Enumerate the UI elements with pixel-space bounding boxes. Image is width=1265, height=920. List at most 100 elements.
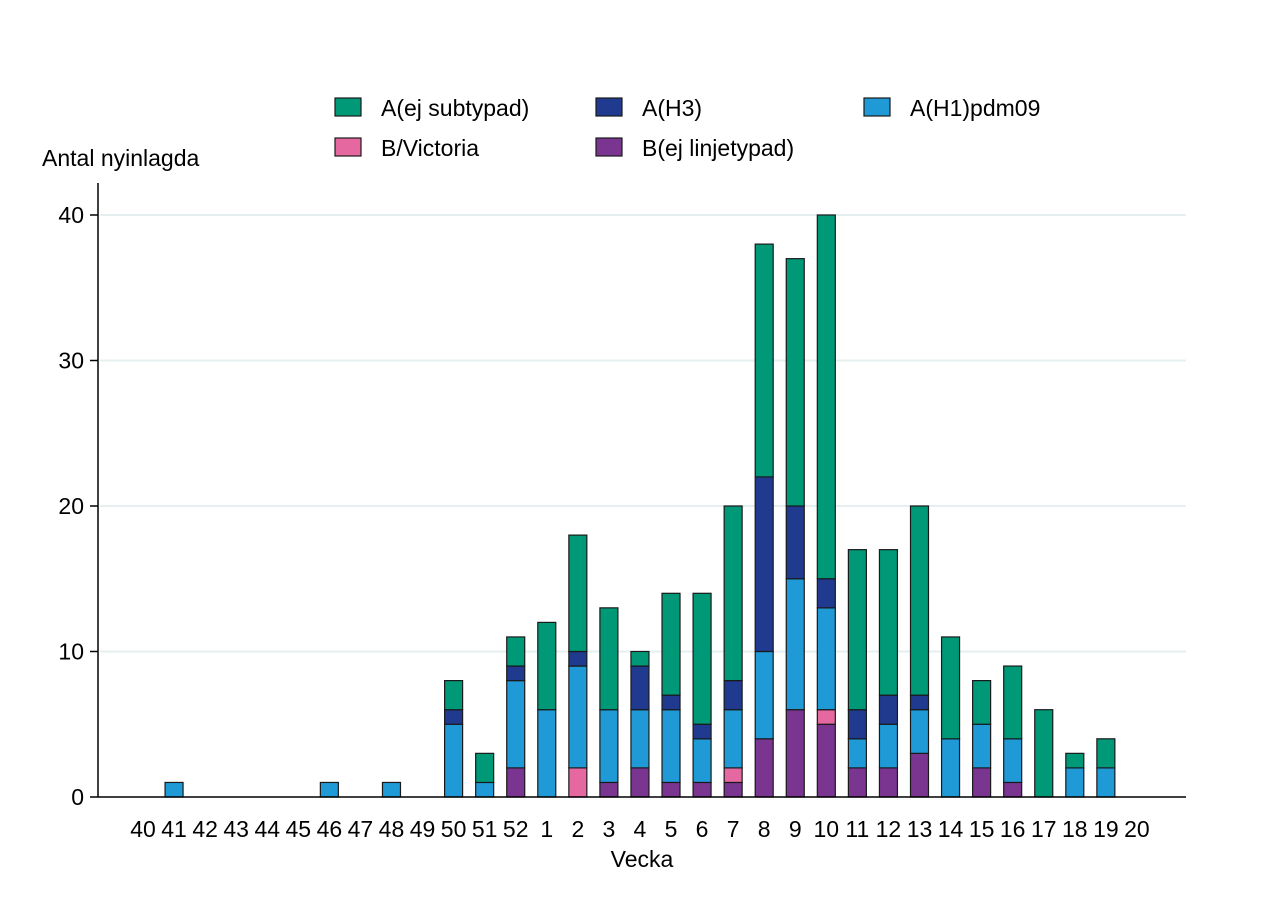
x-tick-label: 1	[540, 816, 553, 842]
x-tick-label: 40	[130, 816, 156, 842]
bar-segment	[444, 679, 464, 711]
y-tick-label: 10	[58, 639, 84, 665]
x-tick-label: 49	[410, 816, 436, 842]
x-tick-label: 6	[696, 816, 709, 842]
x-tick-label: 41	[161, 816, 187, 842]
bar-segment	[692, 781, 712, 798]
bar-segment	[381, 781, 402, 798]
x-tick-label: 10	[814, 816, 840, 842]
bar-segment	[816, 578, 836, 609]
bar-segment	[909, 752, 930, 798]
x-tick-label: 20	[1124, 816, 1150, 842]
x-tick-label: 48	[379, 816, 405, 842]
bar-segment	[785, 578, 805, 711]
bar-segment	[506, 679, 526, 769]
bar-segment	[599, 607, 619, 711]
x-tick-label: 2	[571, 816, 584, 842]
bar-segment	[785, 258, 805, 507]
bar-segment	[1096, 767, 1116, 798]
bar-segment	[630, 709, 650, 769]
bar-segment	[568, 767, 588, 798]
bar-segment	[444, 709, 464, 725]
legend: A(ej subtypad) A(H3) A(H1)pdm09 B/Victoria B…	[334, 95, 1040, 161]
bar-segment	[940, 636, 961, 740]
bar-segment	[816, 709, 836, 725]
bar-segment	[878, 549, 899, 696]
bar-segment	[1003, 781, 1023, 798]
x-tick-label: 42	[192, 816, 218, 842]
x-tick-label: 7	[727, 816, 740, 842]
legend-label: B(ej linjetypad)	[642, 135, 794, 161]
bar-segment	[568, 650, 588, 667]
bar-segment	[506, 636, 526, 667]
bar-segment	[692, 592, 712, 725]
x-tick-label: 5	[665, 816, 678, 842]
y-tick-label: 20	[58, 493, 84, 519]
x-tick-label: 4	[634, 816, 647, 842]
legend-label: A(ej subtypad)	[381, 95, 529, 121]
legend-swatch	[863, 97, 891, 117]
bar-segment	[847, 709, 867, 740]
x-tick-label: 12	[876, 816, 902, 842]
bars	[164, 214, 1116, 798]
bar-segment	[816, 723, 836, 798]
y-tick-label: 30	[58, 348, 84, 374]
x-tick-label: 43	[223, 816, 249, 842]
x-tick-label: 44	[254, 816, 280, 842]
bar-segment	[1096, 738, 1116, 769]
bar-segment	[692, 723, 712, 740]
y-tick-label: 0	[71, 784, 84, 810]
bar-segment	[692, 738, 712, 784]
bar-segment	[754, 476, 774, 653]
bar-segment	[972, 723, 992, 769]
bar-segment	[1003, 738, 1023, 784]
bar-segment	[661, 709, 681, 784]
bar-segment	[909, 694, 930, 711]
bar-segment	[785, 505, 805, 580]
x-tick-label: 16	[1000, 816, 1026, 842]
bar-segment	[599, 709, 619, 784]
x-tick-label: 47	[348, 816, 374, 842]
x-tick-label: 50	[441, 816, 467, 842]
bar-segment	[723, 709, 743, 769]
x-tick-label: 8	[758, 816, 771, 842]
bar-segment	[723, 505, 743, 682]
bar-segment	[1065, 752, 1085, 769]
bar-segment	[444, 723, 464, 798]
bar-segment	[630, 767, 650, 798]
y-axis-label: Antal nyinlagda	[42, 145, 199, 171]
bar-segment	[816, 607, 836, 711]
x-tick-label: 11	[845, 816, 869, 842]
bar-segment	[568, 534, 588, 653]
legend-swatch	[595, 97, 623, 117]
legend-swatch	[334, 97, 362, 117]
bar-segment	[878, 694, 899, 725]
bar-segment	[909, 709, 930, 754]
bar-segment	[661, 592, 681, 696]
y-tick-label: 40	[58, 202, 84, 228]
bar-segment	[847, 738, 867, 769]
bar-segment	[319, 781, 339, 798]
bar-segment	[940, 738, 961, 798]
bar-segment	[475, 752, 495, 784]
legend-label: A(H3)	[642, 95, 702, 121]
legend-label: B/Victoria	[381, 135, 479, 161]
bar-segment	[1003, 665, 1023, 740]
bar-segment	[164, 781, 184, 798]
bar-segment	[909, 505, 930, 696]
bar-segment	[847, 767, 867, 798]
x-tick-label: 15	[969, 816, 995, 842]
bar-segment	[878, 723, 899, 769]
bar-segment	[754, 650, 774, 740]
legend-label: A(H1)pdm09	[910, 95, 1040, 121]
x-tick-label: 19	[1093, 816, 1119, 842]
legend-swatch	[595, 137, 623, 157]
bar-segment	[878, 767, 899, 798]
x-tick-label: 51	[472, 816, 498, 842]
bar-segment	[972, 679, 992, 725]
bar-segment	[754, 738, 774, 798]
bar-segment	[630, 665, 650, 711]
bar-segment	[537, 709, 557, 798]
